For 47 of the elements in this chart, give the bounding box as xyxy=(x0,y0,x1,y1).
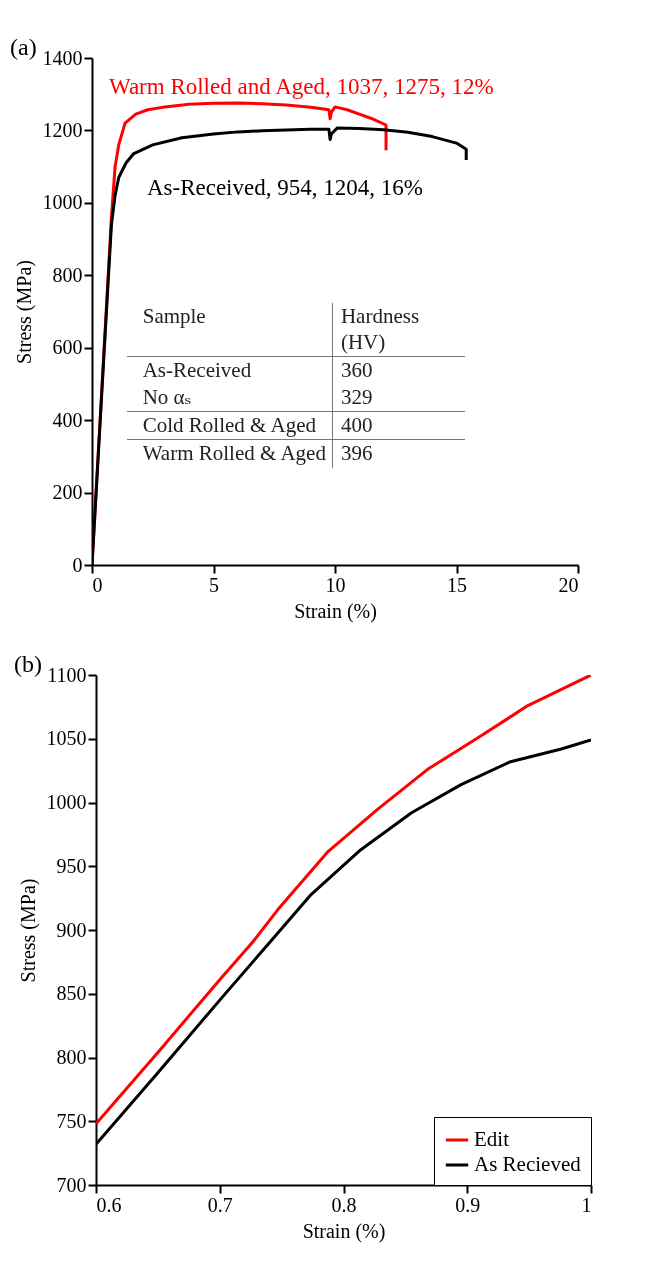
x-tick-label: 15 xyxy=(447,573,467,596)
series-label: Warm Rolled and Aged, 1037, 1275, 12% xyxy=(109,73,494,99)
y-axis-title: Stress (MPa) xyxy=(16,878,40,983)
annotation: Warm Rolled & Aged xyxy=(126,439,333,468)
chart-title: (a) xyxy=(10,34,37,60)
annotation: No αₛ xyxy=(141,383,193,411)
x-tick-label: 0 xyxy=(92,573,103,596)
annotation: 396 xyxy=(332,439,465,468)
y-tick-label: 800 xyxy=(52,263,83,286)
y-tick-label: 1400 xyxy=(42,46,83,69)
y-tick-label: 1200 xyxy=(42,118,83,141)
x-tick-label: 20 xyxy=(558,573,579,596)
y-tick-label: 900 xyxy=(56,918,87,941)
y-tick-label: 950 xyxy=(56,854,87,877)
annotation: 360 xyxy=(332,356,465,384)
y-tick-label: 850 xyxy=(56,982,87,1005)
y-axis-title: Stress (MPa) xyxy=(12,260,36,364)
chart-title: (b) xyxy=(14,651,42,677)
y-tick-label: 750 xyxy=(56,1109,87,1132)
y-tick-label: 200 xyxy=(52,481,83,504)
y-tick-label: 0 xyxy=(72,553,83,576)
y-tick-label: 700 xyxy=(56,1173,87,1196)
x-tick-label: 0.6 xyxy=(96,1193,122,1216)
x-tick-label: 0.8 xyxy=(331,1193,357,1216)
y-tick-label: 400 xyxy=(52,408,83,431)
series-label: As-Received, 954, 1204, 16% xyxy=(146,175,423,201)
y-tick-label: 1050 xyxy=(46,727,87,750)
y-tick-label: 1000 xyxy=(46,791,87,813)
annotation: 329 xyxy=(332,383,465,412)
legend-label: As Recieved xyxy=(474,1152,582,1176)
annotation: Hardness (HV) xyxy=(332,303,465,357)
annotation: As-Received xyxy=(126,356,333,384)
annotation: Sample xyxy=(141,303,207,331)
legend-label: Edit xyxy=(474,1127,510,1151)
x-tick-label: 0.7 xyxy=(207,1193,233,1216)
x-axis-title: Strain (%) xyxy=(294,599,377,623)
x-tick-label: 5 xyxy=(209,573,219,596)
y-tick-label: 600 xyxy=(52,336,83,359)
y-tick-label: 1100 xyxy=(47,663,87,686)
x-tick-label: 1 xyxy=(581,1193,592,1216)
x-tick-label: 10 xyxy=(325,573,346,596)
annotation: Cold Rolled & Aged xyxy=(126,411,333,440)
annotation: 400 xyxy=(332,411,465,440)
y-tick-label: 800 xyxy=(56,1046,87,1068)
x-axis-title: Strain (%) xyxy=(302,1219,386,1243)
x-tick-label: 0.9 xyxy=(455,1193,481,1216)
y-tick-label: 1000 xyxy=(42,191,83,214)
